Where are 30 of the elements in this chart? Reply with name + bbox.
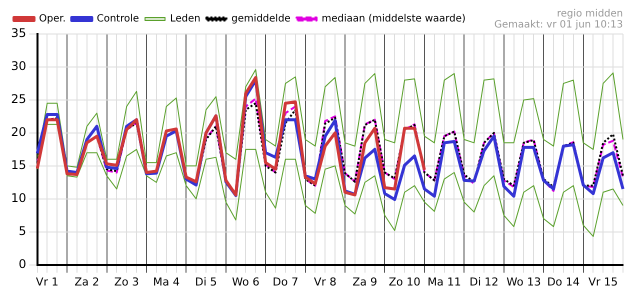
x-tick-label: Wo 13 xyxy=(506,275,541,288)
x-tick-label: Zo 10 xyxy=(388,275,420,288)
x-tick-label: Wo 6 xyxy=(232,275,260,288)
x-tick-label: Di 12 xyxy=(469,275,499,288)
x-tick-label: Do 7 xyxy=(272,275,298,288)
x-tick-label: Ma 4 xyxy=(152,275,180,288)
x-tick-label: Vr 1 xyxy=(36,275,58,288)
text: Gemaakt: vr 01 jun 10:13 xyxy=(494,20,623,31)
legend-label: Controle xyxy=(96,14,140,25)
y-tick-label: 20 xyxy=(10,125,26,140)
y-tick-label: 0 xyxy=(18,256,26,271)
text: regio midden xyxy=(556,8,623,20)
x-tick-label: Za 9 xyxy=(352,275,378,288)
x-tick-label: Do 14 xyxy=(547,275,580,288)
y-tick-label: 5 xyxy=(18,224,26,238)
legend-label: Leden xyxy=(170,14,200,25)
y-tick-label: 30 xyxy=(10,59,26,74)
y-tick-label: 35 xyxy=(10,26,26,40)
y-tick-label: 10 xyxy=(10,190,26,205)
x-tick-label: Vr 15 xyxy=(588,275,618,288)
y-tick-label: 15 xyxy=(10,158,26,172)
x-tick-label: Za 2 xyxy=(74,275,100,288)
x-tick-label: Di 5 xyxy=(195,275,218,288)
x-tick-label: Zo 3 xyxy=(114,275,139,288)
legend-label: mediaan (middelste waarde) xyxy=(322,14,466,25)
legend-label: Oper. xyxy=(39,14,66,25)
legend-label: gemiddelde xyxy=(231,14,291,25)
y-tick-label: 25 xyxy=(10,92,26,106)
x-tick-label: Vr 8 xyxy=(314,275,336,288)
x-tick-label: Ma 11 xyxy=(427,275,462,288)
